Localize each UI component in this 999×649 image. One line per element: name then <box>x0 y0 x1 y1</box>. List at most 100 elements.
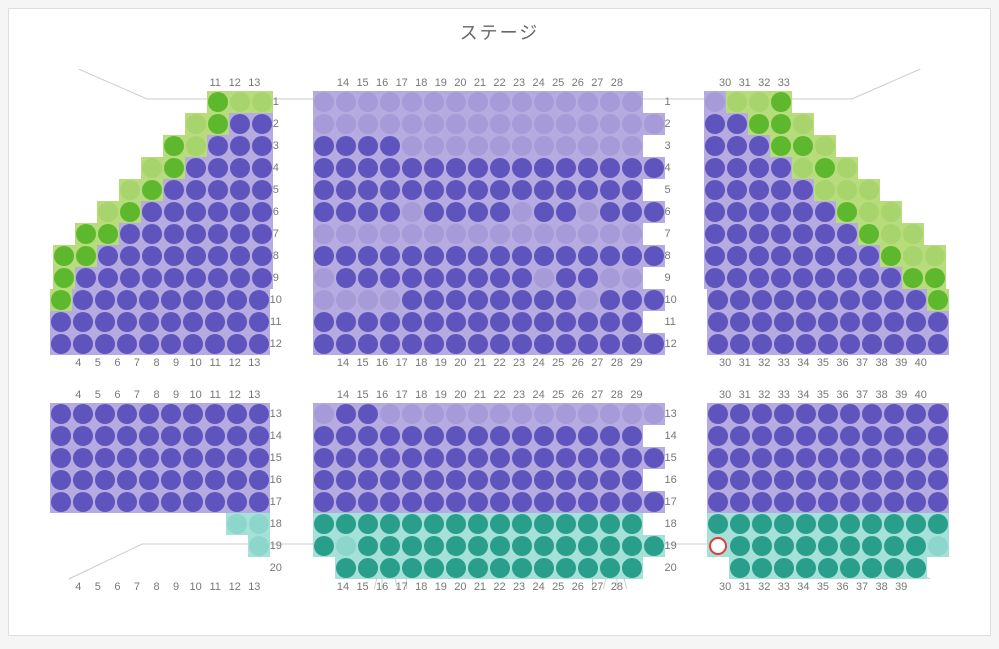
seat[interactable] <box>577 513 599 535</box>
seat[interactable] <box>357 311 379 333</box>
seat[interactable] <box>599 267 621 289</box>
seat[interactable] <box>423 557 445 579</box>
seat[interactable] <box>357 201 379 223</box>
seat[interactable] <box>445 201 467 223</box>
seat[interactable] <box>839 491 861 513</box>
seat[interactable] <box>467 91 489 113</box>
seat[interactable] <box>643 535 665 557</box>
seat[interactable] <box>839 469 861 491</box>
seat[interactable] <box>927 513 949 535</box>
seat[interactable] <box>707 491 729 513</box>
seat[interactable] <box>467 491 489 513</box>
seat[interactable] <box>163 201 185 223</box>
seat[interactable] <box>792 223 814 245</box>
seat[interactable] <box>511 557 533 579</box>
seat[interactable] <box>770 135 792 157</box>
seat[interactable] <box>861 289 883 311</box>
seat[interactable] <box>883 513 905 535</box>
seat[interactable] <box>751 469 773 491</box>
seat[interactable] <box>704 91 726 113</box>
seat[interactable] <box>75 223 97 245</box>
seat[interactable] <box>141 245 163 267</box>
seat[interactable] <box>401 403 423 425</box>
seat[interactable] <box>511 135 533 157</box>
seat[interactable] <box>795 289 817 311</box>
seat[interactable] <box>423 425 445 447</box>
seat[interactable] <box>313 535 335 557</box>
seat[interactable] <box>423 135 445 157</box>
seat[interactable] <box>313 157 335 179</box>
seat[interactable] <box>138 491 160 513</box>
seat[interactable] <box>577 113 599 135</box>
seat[interactable] <box>401 311 423 333</box>
seat[interactable] <box>533 447 555 469</box>
seat[interactable] <box>880 245 902 267</box>
seat[interactable] <box>445 113 467 135</box>
seat[interactable] <box>511 157 533 179</box>
seat[interactable] <box>751 289 773 311</box>
seat[interactable] <box>489 333 511 355</box>
seat[interactable] <box>792 157 814 179</box>
seat[interactable] <box>839 289 861 311</box>
seat[interactable] <box>621 223 643 245</box>
seat[interactable] <box>182 469 204 491</box>
seat[interactable] <box>379 403 401 425</box>
seat[interactable] <box>72 491 94 513</box>
seat[interactable] <box>905 535 927 557</box>
seat[interactable] <box>185 223 207 245</box>
seat[interactable] <box>704 135 726 157</box>
seat[interactable] <box>751 425 773 447</box>
seat[interactable] <box>924 245 946 267</box>
seat[interactable] <box>489 447 511 469</box>
seat[interactable] <box>138 289 160 311</box>
seat[interactable] <box>489 311 511 333</box>
seat[interactable] <box>773 469 795 491</box>
seat[interactable] <box>160 425 182 447</box>
seat[interactable] <box>726 91 748 113</box>
seat[interactable] <box>643 289 665 311</box>
seat[interactable] <box>621 469 643 491</box>
seat[interactable] <box>138 425 160 447</box>
seat[interactable] <box>599 135 621 157</box>
seat[interactable] <box>401 157 423 179</box>
seat[interactable] <box>379 289 401 311</box>
seat[interactable] <box>751 491 773 513</box>
seat[interactable] <box>251 113 273 135</box>
seat[interactable] <box>72 403 94 425</box>
seat[interactable] <box>621 267 643 289</box>
seat[interactable] <box>858 179 880 201</box>
seat[interactable] <box>163 267 185 289</box>
seat[interactable] <box>226 469 248 491</box>
seat[interactable] <box>880 267 902 289</box>
seat[interactable] <box>423 513 445 535</box>
seat[interactable] <box>770 245 792 267</box>
seat[interactable] <box>489 245 511 267</box>
seat[interactable] <box>533 513 555 535</box>
seat[interactable] <box>357 425 379 447</box>
seat[interactable] <box>599 179 621 201</box>
seat[interactable] <box>858 201 880 223</box>
seat[interactable] <box>379 557 401 579</box>
seat[interactable] <box>511 289 533 311</box>
seat[interactable] <box>748 157 770 179</box>
seat[interactable] <box>817 513 839 535</box>
seat[interactable] <box>160 311 182 333</box>
seat[interactable] <box>599 157 621 179</box>
seat[interactable] <box>207 157 229 179</box>
seat[interactable] <box>621 425 643 447</box>
seat[interactable] <box>423 311 445 333</box>
seat[interactable] <box>204 469 226 491</box>
seat[interactable] <box>335 469 357 491</box>
seat[interactable] <box>379 447 401 469</box>
seat[interactable] <box>357 179 379 201</box>
seat[interactable] <box>401 491 423 513</box>
seat[interactable] <box>905 447 927 469</box>
seat[interactable] <box>883 403 905 425</box>
seat[interactable] <box>379 223 401 245</box>
seat[interactable] <box>423 91 445 113</box>
seat[interactable] <box>116 333 138 355</box>
seat[interactable] <box>621 311 643 333</box>
seat[interactable] <box>357 513 379 535</box>
seat[interactable] <box>313 179 335 201</box>
seat[interactable] <box>141 223 163 245</box>
